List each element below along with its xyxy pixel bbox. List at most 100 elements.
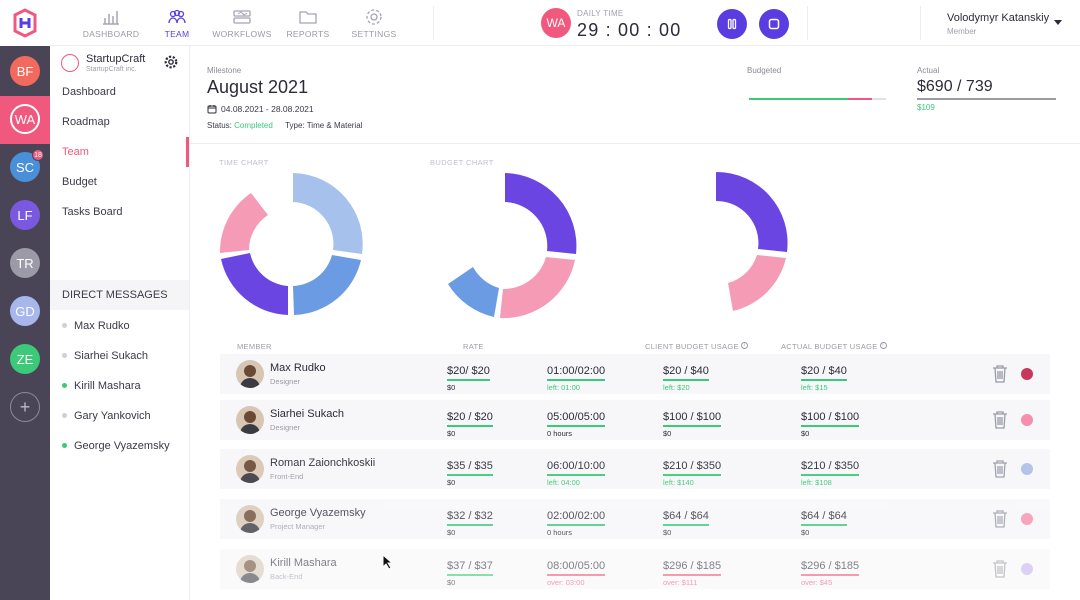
workspace-avatar-lf[interactable]: LF: [10, 200, 40, 230]
client-sub: $0: [663, 528, 672, 537]
member-color-dot[interactable]: [1021, 463, 1033, 475]
workspace-avatar-initials: GD: [15, 303, 35, 319]
time-cell: 08:00/05:00 over: 03:00: [547, 556, 606, 587]
client-sub: left: $20: [663, 383, 690, 392]
member-avatar: [236, 360, 264, 388]
rate-value: $20 / $20: [447, 411, 493, 427]
status-label: Status:: [207, 121, 232, 130]
dm-item[interactable]: Siarhei Sukach: [62, 350, 148, 362]
sidebar-item-team[interactable]: Team: [62, 146, 89, 158]
info-icon[interactable]: i: [879, 342, 887, 349]
rate-value: $37 / $37: [447, 560, 493, 576]
top-bar: DASHBOARD TEAM WORKFLOWS REPORTS SETTING…: [50, 0, 1080, 46]
nav-team[interactable]: TEAM: [142, 8, 212, 39]
app-logo[interactable]: [0, 0, 50, 46]
project-company: StartupCraft inc.: [86, 66, 137, 73]
member-color-dot[interactable]: [1021, 368, 1033, 380]
section-divider: [190, 143, 1080, 144]
sidebar-item-roadmap[interactable]: Roadmap: [62, 116, 110, 128]
table-row[interactable]: Max Rudko Designer $20/ $20 $0 01:00/02:00 le…: [220, 354, 1050, 394]
budget-chart-segment[interactable]: [505, 173, 577, 254]
table-row[interactable]: George Vyazemsky Project Manager $32 / $32…: [220, 499, 1050, 539]
actual-value: $64 / $64: [801, 510, 847, 526]
workspace-avatar-ze[interactable]: ZE: [10, 344, 40, 374]
workspace-avatar-initials: TR: [16, 255, 34, 271]
member-role: Project Manager: [270, 522, 326, 531]
member-color-dot[interactable]: [1021, 563, 1033, 575]
rate-cell: $35 / $35 $0: [447, 456, 493, 487]
trash-icon[interactable]: [991, 559, 1009, 579]
sidebar-item-dashboard[interactable]: Dashboard: [62, 86, 116, 98]
time-cell: 06:00/10:00 left: 04:00: [547, 456, 606, 487]
milestone-label: Milestone: [207, 66, 242, 75]
table-row[interactable]: Roman Zaionchkoskii Front-End $35 / $35 $0 0…: [220, 449, 1050, 489]
dm-item[interactable]: Max Rudko: [62, 320, 130, 332]
workspace-avatar-initials: ZE: [16, 351, 34, 367]
member-color-dot[interactable]: [1021, 513, 1033, 525]
milestone-title[interactable]: August 2021: [207, 77, 309, 97]
actual-budget-chart-segment[interactable]: [728, 255, 786, 311]
time-chart-segment[interactable]: [293, 255, 361, 315]
project-logo: [61, 54, 79, 72]
client-cell: $100 / $100 $0: [663, 407, 722, 438]
member-color-dot[interactable]: [1021, 414, 1033, 426]
sidebar-item-tasks-board[interactable]: Tasks Board: [62, 206, 123, 218]
time-chart-segment[interactable]: [221, 253, 288, 315]
client-cell: $210 / $350 left: $140: [663, 456, 722, 487]
time-cell: 01:00/02:00 left: 01:00: [547, 361, 606, 392]
table-row[interactable]: Kirill Mashara Back-End $37 / $37 $0 08:00/0…: [220, 549, 1050, 589]
workspace-avatar-wa[interactable]: WA: [10, 104, 40, 134]
workspace-avatar-gd[interactable]: GD: [10, 296, 40, 326]
actual-budget-chart-segment[interactable]: [716, 171, 788, 252]
nav-dashboard[interactable]: DASHBOARD: [76, 8, 146, 39]
nav-workflows[interactable]: WORKFLOWS: [207, 8, 277, 39]
workspace-avatar-tr[interactable]: TR: [10, 248, 40, 278]
team-icon: [168, 9, 186, 24]
stop-icon: [768, 18, 780, 30]
dm-item[interactable]: Kirill Mashara: [62, 380, 141, 392]
column-header-actual-budget: ACTUAL BUDGET USAGE i: [781, 342, 887, 351]
time-sub: left: 04:00: [547, 478, 580, 487]
sidebar-item-budget[interactable]: Budget: [62, 176, 97, 188]
time-chart-segment[interactable]: [293, 173, 363, 254]
column-header-member: MEMBER: [237, 342, 272, 351]
trash-icon[interactable]: [991, 509, 1009, 529]
dm-name: Kirill Mashara: [74, 380, 141, 392]
milestone-status-line: Status: Completed Type: Time & Material: [207, 121, 362, 130]
user-menu-caret-icon[interactable]: [1054, 20, 1062, 25]
pause-button[interactable]: [717, 9, 747, 39]
trash-icon[interactable]: [991, 364, 1009, 384]
member-avatar: [236, 406, 264, 434]
client-budget-header-text: CLIENT BUDGET USAGE: [645, 342, 739, 351]
dm-item[interactable]: George Vyazemsky: [62, 440, 170, 452]
rate-value: $20/ $20: [447, 365, 490, 381]
budget-chart-segment[interactable]: [500, 257, 575, 319]
user-name[interactable]: Volodymyr Katanskiy: [947, 12, 1050, 24]
project-name[interactable]: StartupCraft: [86, 53, 146, 65]
actual-budget-chart: [716, 171, 788, 311]
daily-time-value: 29 : 00 : 00: [577, 20, 682, 40]
workflows-icon: [233, 10, 251, 24]
member-name: Siarhei Sukach: [270, 408, 344, 420]
dm-item[interactable]: Gary Yankovich: [62, 410, 151, 422]
time-value: 06:00/10:00: [547, 460, 606, 476]
trash-icon[interactable]: [991, 459, 1009, 479]
workspace-avatar-bf[interactable]: BF: [10, 56, 40, 86]
info-icon[interactable]: i: [740, 342, 748, 349]
budget-chart-segment[interactable]: [448, 267, 499, 317]
stop-button[interactable]: [759, 9, 789, 39]
trash-icon[interactable]: [991, 410, 1009, 430]
add-workspace-button[interactable]: +: [10, 392, 40, 422]
member-name: Max Rudko: [270, 362, 326, 374]
client-cell: $20 / $40 left: $20: [663, 361, 709, 392]
time-chart-segment[interactable]: [219, 193, 268, 253]
nav-reports[interactable]: REPORTS: [273, 8, 343, 39]
workspace-avatar-sc[interactable]: SC 18: [10, 149, 44, 182]
actual-value: $296 / $185: [801, 560, 860, 576]
milestone-dates: 04.08.2021 - 28.08.2021: [207, 104, 314, 114]
nav-settings-label: SETTINGS: [351, 29, 397, 39]
project-settings-gear-icon[interactable]: [164, 55, 178, 69]
nav-settings[interactable]: SETTINGS: [339, 8, 409, 39]
table-row[interactable]: Siarhei Sukach Designer $20 / $20 $0 05:00/0…: [220, 400, 1050, 440]
type-value: Time & Material: [306, 121, 363, 130]
